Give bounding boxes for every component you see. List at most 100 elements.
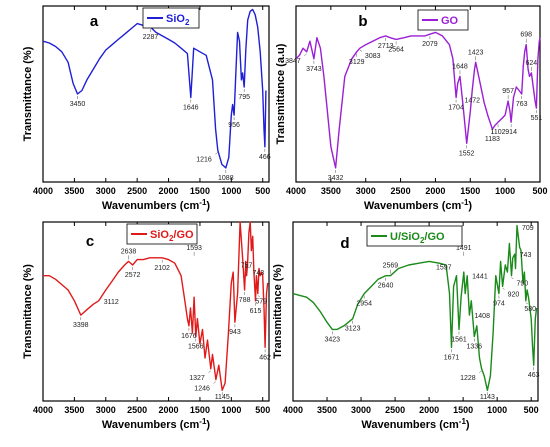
peak-label: 2638 [121, 248, 137, 255]
peak-label: 743 [252, 270, 264, 277]
peak-label: 957 [502, 88, 514, 95]
chart-panel-d: 4000 3500 3000 2500 2000 1500 1000 500 3423 3123 2… [272, 221, 540, 431]
peak-label: 1408 [474, 313, 490, 320]
peak-label: 2569 [383, 263, 399, 270]
peak-leader [257, 295, 260, 297]
peak-label: 2079 [422, 41, 438, 48]
x-tick-label: 1500 [460, 186, 480, 196]
peak-label: 3450 [70, 101, 86, 108]
peak-label: 463 [528, 372, 540, 379]
x-tick-label: 1000 [221, 186, 241, 196]
peak-label: 914 [505, 129, 517, 136]
peak-label: 757 [241, 263, 253, 270]
legend-box [126, 223, 198, 245]
peak-label: 3112 [104, 299, 119, 306]
peak-label: 3847 [285, 58, 301, 65]
peak-label: 2640 [378, 283, 394, 290]
legend-label: SiO2 [166, 13, 190, 27]
peak-label: 1246 [194, 386, 210, 393]
x-tick-label: 2000 [159, 186, 179, 196]
peak-label: 788 [239, 297, 251, 304]
x-tick-label: 2000 [425, 186, 445, 196]
peak-label: 1216 [196, 156, 212, 163]
peak-label: 3743 [306, 66, 322, 73]
peak-label: 1145 [215, 394, 230, 401]
x-tick-label: 3000 [356, 186, 376, 196]
chart-panel-a: 4000 3500 3000 2500 2000 1500 1000 500 3450 2287 1… [22, 5, 271, 212]
x-axis-title: Wavenumbers (cm-1) [102, 198, 211, 212]
peak-label: 1704 [448, 105, 464, 112]
peak-label: 709 [522, 225, 534, 232]
x-tick-label: 1500 [190, 405, 210, 415]
x-tick-label: 2500 [127, 405, 147, 415]
peak-label: 1566 [188, 344, 204, 351]
peak-label: 743 [520, 252, 532, 259]
peak-label: 1597 [436, 265, 452, 272]
peak-label: 615 [250, 308, 262, 315]
peak-label: 1336 [467, 344, 483, 351]
peak-label: 3123 [345, 326, 361, 333]
peak-leader [247, 266, 250, 269]
peak-label: 1671 [444, 354, 460, 361]
x-tick-label: 2000 [159, 405, 179, 415]
spectrum-line-c [43, 221, 269, 391]
x-tick-label: 4000 [33, 186, 53, 196]
x-tick-label: 1500 [453, 405, 473, 415]
spectrum-line-d [292, 224, 538, 391]
peak-label: 3398 [73, 322, 89, 329]
peak-label: 3432 [328, 175, 344, 182]
peak-label: 551 [531, 115, 543, 122]
legend-box [366, 225, 463, 247]
x-tick-label: 2000 [419, 405, 439, 415]
x-tick-label: 3000 [351, 405, 371, 415]
spectrum-line-b [295, 31, 541, 169]
peak-label: 2287 [143, 34, 159, 41]
peak-label: 2102 [154, 265, 170, 272]
peak-label: 466 [259, 154, 271, 161]
peak-label: 1593 [186, 245, 202, 252]
x-tick-label: 4000 [286, 186, 306, 196]
legend-box [142, 7, 200, 29]
peak-label: 579 [255, 299, 267, 306]
panel-letter-d: d [340, 235, 349, 252]
peak-leader [213, 381, 217, 384]
x-tick-label: 4000 [283, 405, 303, 415]
x-tick-label: 2500 [385, 405, 405, 415]
legend-label: GO [441, 15, 459, 27]
x-tick-label: 1000 [487, 405, 507, 415]
x-tick-label: 3000 [96, 186, 116, 196]
plot-frame [295, 5, 541, 183]
y-axis-title: Transmittance (a.u) [275, 43, 287, 144]
peak-label: 1228 [460, 375, 476, 382]
peak-label: 1648 [452, 63, 468, 70]
legend: U/SiO2/GO [366, 225, 463, 247]
peak-label: 1552 [459, 150, 475, 157]
chart-panel-b: 4000 3500 3000 2500 2000 1500 1000 500 3847 3743 3… [275, 5, 548, 212]
peak-leader [479, 370, 482, 373]
peak-label: 1441 [472, 274, 488, 281]
x-tick-label: 2500 [127, 186, 147, 196]
spectrum-line-a [42, 8, 267, 169]
y-axis-title: Transmittance (%) [272, 264, 284, 359]
peak-label: 1327 [189, 375, 205, 382]
peak-label: 1143 [480, 394, 495, 401]
peak-label: 462 [259, 354, 271, 361]
peak-label: 1423 [468, 49, 484, 56]
panel-letter-a: a [90, 13, 99, 30]
legend-label: U/SiO2/GO [390, 231, 445, 245]
x-axis-title: Wavenumbers (cm-1) [364, 198, 473, 212]
legend-box [417, 9, 469, 31]
peak-label: 2954 [356, 301, 372, 308]
peak-label: 1491 [456, 245, 472, 252]
chart-panel-c: 4000 3500 3000 2500 2000 1500 1000 500 3398 3112 2… [22, 221, 271, 431]
peak-label: 1472 [464, 97, 480, 104]
peak-label: 1088 [218, 175, 234, 182]
peak-leader [511, 277, 514, 279]
peak-label: 3083 [365, 53, 381, 60]
peak-label: 3129 [349, 59, 365, 66]
peak-label: 3423 [324, 336, 340, 343]
x-tick-label: 1000 [221, 405, 241, 415]
x-tick-label: 3500 [321, 186, 341, 196]
